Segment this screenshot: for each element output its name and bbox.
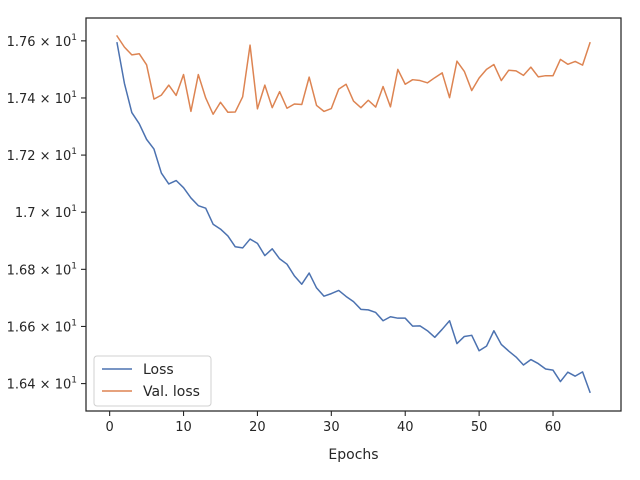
y-tick-label: 1.76 × 101 (7, 33, 77, 50)
x-tick-label: 10 (175, 420, 192, 435)
x-tick-label: 20 (249, 420, 266, 435)
x-tick-label: 30 (323, 420, 340, 435)
y-tick-label: 1.64 × 101 (7, 376, 77, 393)
x-axis: 0 10 20 30 40 50 60 (106, 411, 562, 435)
plot-frame (85, 17, 622, 412)
x-tick-label: 0 (106, 420, 114, 435)
y-tick-label: 1.74 × 101 (7, 90, 77, 107)
series-line-loss (116, 41, 591, 394)
x-tick-label: 50 (471, 420, 488, 435)
x-tick-label: 60 (545, 420, 562, 435)
legend-label-val-loss: Val. loss (143, 384, 200, 400)
y-tick-label: 1.66 × 101 (7, 318, 77, 335)
y-tick-label: 1.68 × 101 (7, 261, 77, 278)
y-tick-label: 1.72 × 101 (7, 147, 77, 164)
series-layer (116, 34, 591, 394)
series-line-val-loss (116, 34, 591, 115)
x-axis-label: Epochs (328, 447, 378, 463)
plot-area (86, 18, 621, 411)
y-tick-label: 1.7 × 101 (15, 204, 77, 221)
y-axis: 1.64 × 101 1.66 × 101 1.68 × 101 1.7 × 101 1… (7, 33, 86, 393)
x-tick-label: 40 (397, 420, 414, 435)
legend: Loss Val. loss (93, 355, 212, 407)
legend-label-loss: Loss (143, 362, 174, 378)
